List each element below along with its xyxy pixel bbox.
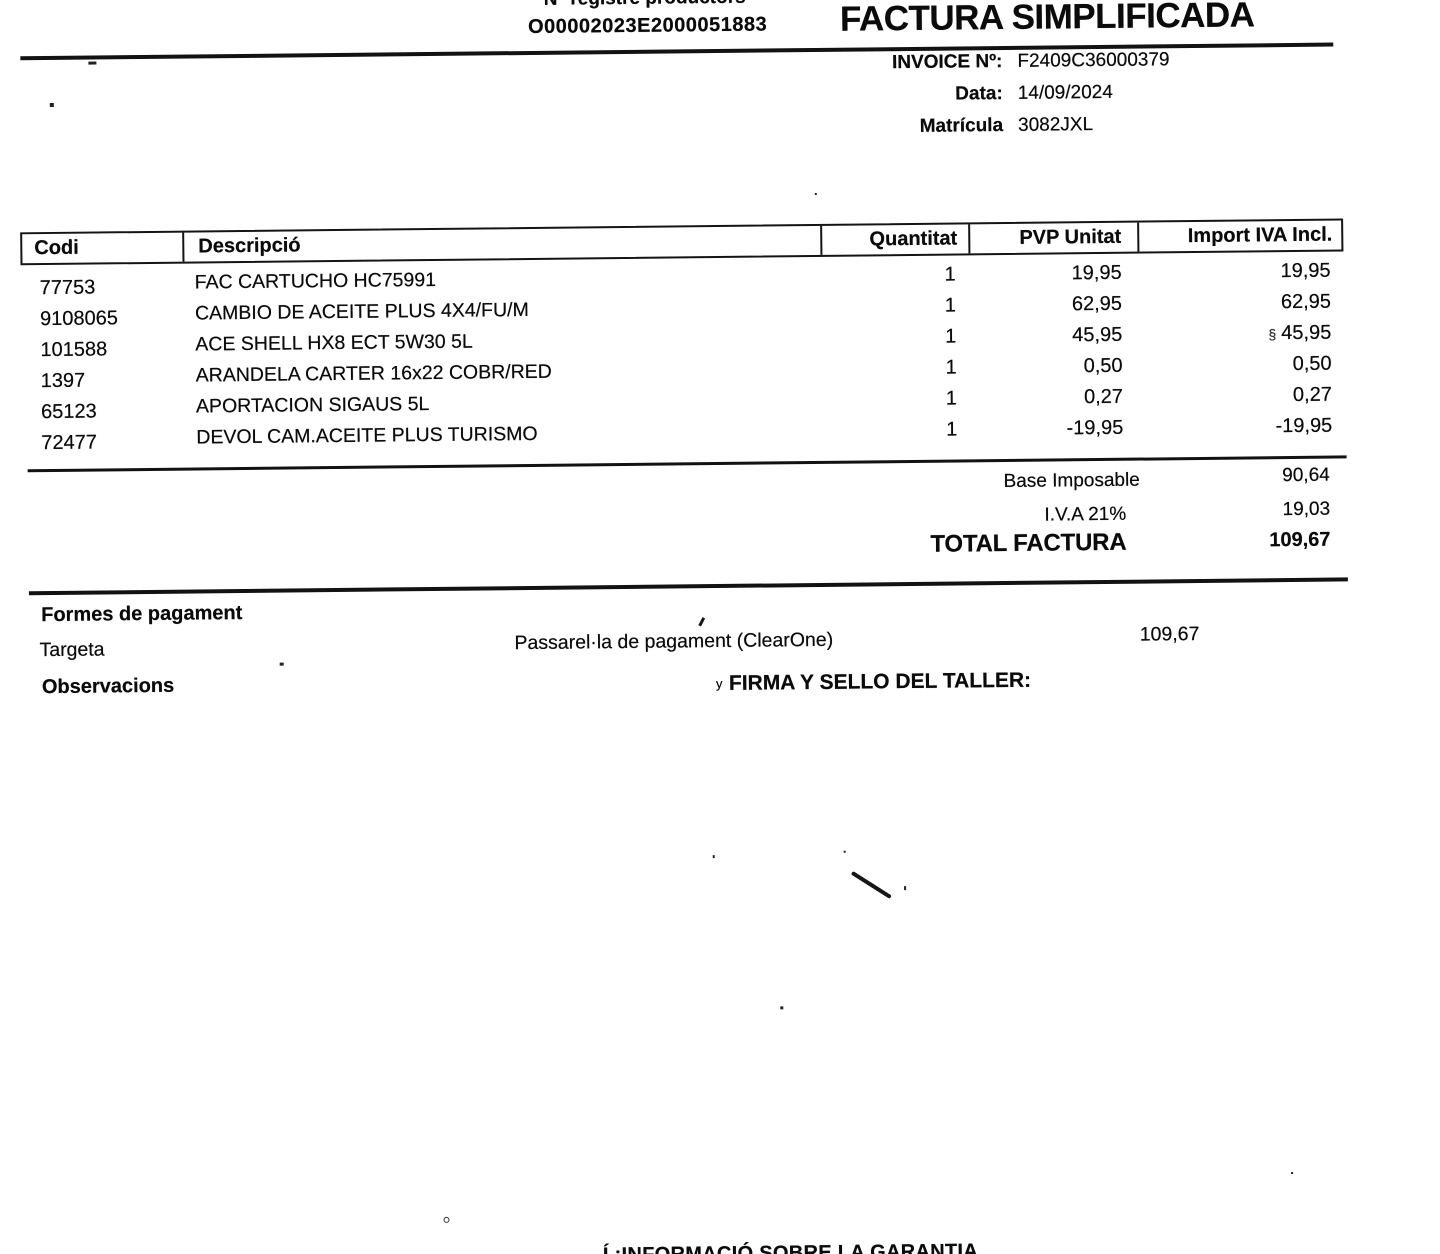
- base-amount-value: 90,64: [1282, 464, 1330, 487]
- license-plate-label: Matrícula: [919, 115, 1004, 137]
- signature-stamp-label: FIRMA Y SELLO DEL TALLER:: [728, 668, 1032, 695]
- item-amount: § 45,95: [1158, 322, 1331, 347]
- item-description: DEVOL CAM.ACEITE PLUS TURISMO: [196, 422, 538, 449]
- item-code: 9108065: [39, 307, 119, 331]
- item-amount: 0,27: [1159, 384, 1332, 409]
- totals-bottom-rule: [28, 577, 1348, 595]
- item-amount-value: 62,95: [1280, 290, 1332, 314]
- vat-value: 19,03: [1282, 498, 1331, 521]
- total-label: TOTAL FACTURA: [930, 528, 1127, 558]
- item-amount-value: 0,27: [1292, 383, 1333, 406]
- item-quantity: 1: [945, 325, 957, 348]
- page-title: FACTURA SIMPLIFICADA: [839, 0, 1255, 39]
- item-code: 101588: [40, 338, 108, 362]
- header-unit-price: PVP Unitat: [968, 222, 1138, 254]
- scan-speck: [780, 1006, 783, 1009]
- item-amount: -19,95: [1159, 415, 1332, 440]
- header-code: Codi: [34, 236, 79, 260]
- item-unit-price: 62,95: [1071, 292, 1123, 316]
- footer-warranty-text: Í ¡INFORMACIÓ SOBRE LA GARANTIA: [602, 1240, 979, 1254]
- vat-label: I.V.A 21%: [1044, 503, 1127, 526]
- invoice-date-label: Data:: [955, 83, 1003, 105]
- invoice-number-value: F2409C36000379: [1017, 49, 1170, 72]
- item-quantity: 1: [944, 263, 956, 286]
- item-code: 65123: [40, 400, 97, 424]
- item-unit-price: 0,50: [1083, 354, 1123, 378]
- item-code: 1397: [40, 369, 86, 393]
- item-unit-price: 0,27: [1083, 385, 1124, 409]
- totals-top-rule: [27, 455, 1347, 473]
- scan-speck: [279, 662, 284, 666]
- payment-gateway: Passarel·la de pagament (ClearOne): [514, 628, 834, 655]
- payment-section-label: Formes de pagament: [41, 602, 243, 627]
- scan-speck: [814, 192, 817, 195]
- observations-label: Observacions: [41, 674, 175, 699]
- item-description: ARANDELA CARTER 16x22 COBR/RED: [195, 360, 552, 387]
- item-amount-value: 19,95: [1280, 259, 1331, 283]
- handwritten-mark: §: [1268, 326, 1277, 343]
- ink-speck: [843, 850, 846, 853]
- item-unit-price: 45,95: [1072, 323, 1123, 347]
- item-amount: 0,50: [1158, 352, 1332, 378]
- item-quantity: 1: [946, 418, 958, 441]
- item-quantity: 1: [944, 294, 957, 317]
- pen-stroke: [850, 870, 892, 899]
- item-description: APORTACION SIGAUS 5L: [195, 393, 430, 418]
- header-description: Descripció: [182, 225, 821, 262]
- item-amount: 62,95: [1158, 291, 1331, 316]
- payment-amount: 109,67: [1139, 622, 1200, 646]
- header-quantity: Quantitat: [820, 224, 969, 255]
- item-amount-value: 45,95: [1281, 321, 1332, 345]
- item-unit-price: 19,95: [1071, 261, 1122, 285]
- item-amount-value: -19,95: [1275, 414, 1333, 438]
- scan-ring-speck: [443, 1216, 450, 1223]
- stray-pen-tick: [698, 617, 705, 627]
- license-plate-value: 3082JXL: [1017, 114, 1094, 136]
- scan-speck: [49, 102, 54, 107]
- payment-method: Targeta: [39, 638, 105, 662]
- stray-ink-mark: y: [715, 675, 723, 692]
- producer-registry-label: N° registre productors: [544, 0, 746, 11]
- ink-speck: [712, 855, 715, 859]
- header-amount: Import IVA Incl.: [1137, 220, 1342, 252]
- item-code: 72477: [41, 431, 98, 455]
- item-quantity: 1: [945, 387, 958, 410]
- item-quantity: 1: [945, 356, 957, 379]
- item-description: FAC CARTUCHO HC75991: [194, 268, 437, 294]
- items-table-header: Codi Descripció Quantitat PVP Unitat Imp…: [20, 218, 1344, 266]
- total-value: 109,67: [1269, 528, 1331, 552]
- producer-registry-number: O00002023E2000051883: [527, 13, 768, 38]
- item-amount: 19,95: [1158, 260, 1331, 285]
- invoice-number-label: INVOICE Nº:: [891, 51, 1003, 74]
- base-amount-label: Base Imposable: [1003, 469, 1140, 493]
- item-description: ACE SHELL HX8 ECT 5W30 5L: [195, 330, 473, 356]
- item-amount-value: 0,50: [1292, 352, 1332, 375]
- item-code: 77753: [39, 276, 96, 300]
- scan-speck: [88, 61, 97, 65]
- item-unit-price: -19,95: [1066, 416, 1124, 440]
- invoice-date-value: 14/09/2024: [1017, 81, 1113, 104]
- ink-speck: [904, 886, 907, 891]
- scan-speck: [1291, 1172, 1294, 1175]
- item-description: CAMBIO DE ACEITE PLUS 4X4/FU/M: [194, 298, 529, 325]
